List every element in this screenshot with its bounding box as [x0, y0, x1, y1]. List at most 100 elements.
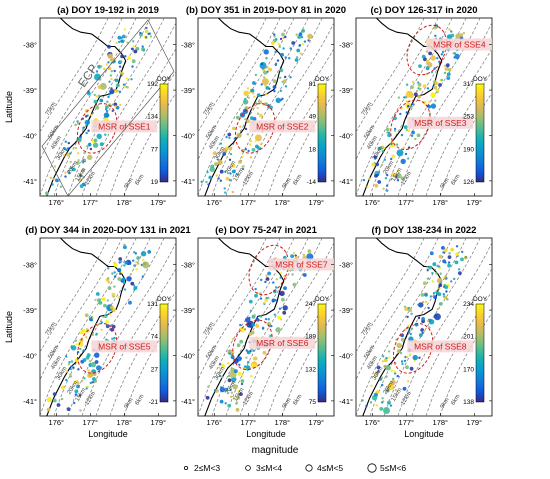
earthquake-point	[438, 267, 441, 270]
contour-label: 6km	[135, 174, 146, 187]
earthquake-point	[120, 54, 124, 59]
earthquake-point	[265, 86, 270, 90]
earthquake-point	[228, 158, 232, 161]
earthquake-point	[387, 350, 391, 353]
depth-contour	[356, 238, 439, 381]
earthquake-point	[396, 349, 401, 354]
plot-frame	[197, 17, 335, 197]
earthquake-point	[224, 191, 227, 194]
colorbar-tick-label: 18	[309, 146, 317, 153]
earthquake-point	[390, 142, 393, 146]
earthquake-point	[373, 392, 378, 397]
earthquake-point	[109, 58, 113, 62]
earthquake-point	[68, 361, 71, 364]
earthquake-point	[256, 106, 259, 110]
earthquake-point	[275, 286, 278, 289]
earthquake-point	[149, 35, 153, 38]
earthquake-point	[443, 248, 448, 253]
earthquake-point	[390, 369, 393, 372]
earthquake-point	[123, 85, 127, 88]
earthquake-point	[108, 93, 111, 96]
earthquake-point	[453, 56, 456, 59]
x-tick-label: 177°	[399, 198, 415, 207]
earthquake-point	[87, 154, 93, 160]
earthquake-point	[100, 328, 103, 332]
earthquake-point	[118, 40, 121, 44]
earthquake-point	[263, 301, 266, 305]
earthquake-point	[277, 315, 281, 320]
earthquake-point	[273, 33, 276, 36]
earthquake-point	[278, 45, 281, 48]
earthquake-point	[81, 128, 85, 131]
depth-contour	[123, 312, 176, 416]
earthquake-point	[455, 245, 459, 248]
earthquake-point	[428, 265, 432, 270]
earthquake-point	[205, 180, 208, 184]
earthquake-point	[70, 365, 73, 368]
earthquake-point	[107, 286, 112, 291]
earthquake-point	[241, 165, 244, 168]
earthquake-point	[245, 356, 248, 359]
earthquake-point	[76, 384, 80, 389]
earthquake-point	[277, 42, 280, 46]
earthquake-point	[442, 293, 445, 296]
colorbar-tick-label: 234	[463, 301, 474, 308]
earthquake-point	[78, 394, 82, 397]
earthquake-point	[264, 317, 268, 321]
colorbar	[317, 83, 327, 183]
msr-label-bg	[426, 38, 492, 51]
earthquake-point	[113, 275, 117, 278]
contour-label: 6km	[451, 394, 462, 407]
earthquake-point	[442, 295, 446, 298]
earthquake-point	[395, 143, 399, 146]
earthquake-point	[426, 320, 430, 323]
depth-contour	[439, 312, 492, 416]
earthquake-point	[243, 90, 249, 97]
earthquake-point	[252, 92, 255, 95]
earthquake-point	[369, 401, 373, 404]
depth-contour	[40, 18, 109, 133]
earthquake-point	[279, 271, 283, 275]
depth-contour	[53, 238, 151, 416]
colorbar-tick-label: 74	[151, 334, 159, 341]
earthquake-point	[442, 251, 445, 254]
earthquake-point	[383, 158, 387, 161]
earthquake-point	[135, 261, 138, 264]
earthquake-point	[292, 282, 297, 287]
earthquake-point	[253, 314, 256, 317]
earthquake-point	[107, 44, 111, 49]
earthquake-point	[294, 58, 299, 62]
earthquake-point	[418, 64, 422, 68]
earthquake-point	[405, 111, 408, 114]
earthquake-point	[81, 379, 84, 382]
earthquake-point	[252, 81, 256, 85]
earthquake-point	[402, 386, 407, 391]
earthquake-point	[67, 147, 70, 150]
earthquake-point	[417, 94, 421, 99]
earthquake-point	[93, 138, 98, 143]
earthquake-point	[79, 184, 84, 189]
earthquake-point	[251, 148, 256, 152]
earthquake-point	[120, 74, 123, 77]
earthquake-point	[269, 105, 273, 110]
earthquake-point	[74, 389, 79, 394]
earthquake-point	[132, 284, 136, 287]
earthquake-point	[52, 398, 57, 403]
depth-contour	[356, 18, 439, 161]
earthquake-point	[405, 356, 409, 359]
earthquake-point	[254, 287, 257, 291]
earthquake-point	[281, 32, 285, 37]
earthquake-point	[262, 350, 267, 355]
earthquake-point	[144, 36, 148, 39]
earthquake-point	[250, 89, 253, 92]
earthquake-point	[103, 303, 107, 308]
earthquake-point	[395, 338, 398, 341]
earthquake-point	[385, 356, 388, 360]
panel-title: (e) DOY 75-247 in 2021	[215, 225, 317, 236]
earthquake-point	[426, 87, 430, 90]
y-tick-label: -38°	[23, 41, 37, 50]
earthquake-point	[453, 277, 456, 281]
earthquake-point	[236, 343, 241, 348]
earthquake-point	[289, 76, 292, 79]
earthquake-point	[418, 356, 421, 359]
